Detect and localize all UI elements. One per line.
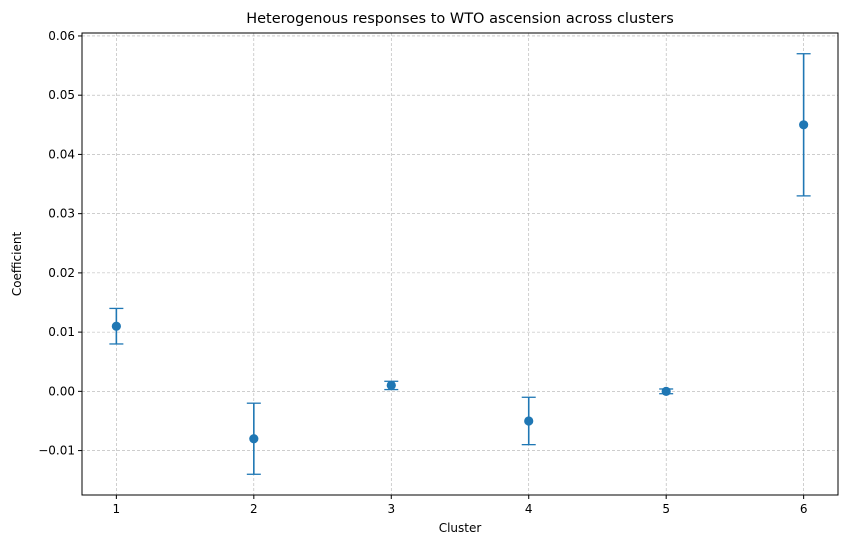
y-tick-label: 0.03 [48, 207, 75, 221]
y-tick-label: 0.06 [48, 29, 75, 43]
x-axis-ticks: 1 2 3 4 5 6 [113, 495, 808, 516]
x-tick-label: 2 [250, 502, 258, 516]
data-point [249, 434, 259, 444]
x-axis-label: Cluster [439, 521, 482, 535]
y-axis-label: Coefficient [10, 232, 24, 297]
y-tick-label: 0.04 [48, 147, 75, 161]
y-tick-label: −0.01 [38, 444, 75, 458]
y-axis-ticks: −0.01 0.00 0.01 0.02 0.03 0.04 0.05 0.06 [38, 29, 82, 458]
data-point [661, 386, 671, 396]
x-tick-label: 5 [662, 502, 670, 516]
data-point [799, 120, 809, 130]
x-tick-label: 4 [525, 502, 533, 516]
y-tick-label: 0.00 [48, 384, 75, 398]
y-tick-label: 0.02 [48, 266, 75, 280]
y-tick-label: 0.01 [48, 325, 75, 339]
plot-frame [81, 32, 839, 496]
data-point [386, 380, 396, 391]
chart-title: Heterogenous responses to WTO ascension … [246, 11, 674, 27]
x-tick-label: 3 [387, 502, 395, 516]
data-point [524, 416, 534, 426]
data-points [111, 120, 809, 444]
x-tick-label: 1 [113, 502, 121, 516]
y-tick-label: 0.05 [48, 88, 75, 102]
data-point [111, 321, 121, 331]
x-tick-label: 6 [800, 502, 808, 516]
